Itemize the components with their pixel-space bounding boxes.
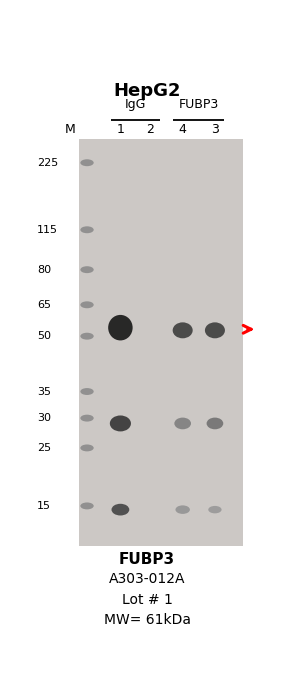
Text: 3: 3 [211, 123, 219, 136]
Ellipse shape [80, 388, 94, 395]
Text: M: M [65, 123, 76, 136]
Ellipse shape [80, 266, 94, 273]
Ellipse shape [111, 504, 129, 515]
Text: MW= 61kDa: MW= 61kDa [104, 613, 191, 627]
Text: A303-012A: A303-012A [109, 572, 185, 587]
Ellipse shape [173, 322, 193, 339]
Ellipse shape [175, 505, 190, 514]
Text: 80: 80 [37, 265, 51, 275]
Ellipse shape [174, 417, 191, 429]
Ellipse shape [80, 415, 94, 422]
Text: Lot # 1: Lot # 1 [122, 593, 172, 607]
Text: 4: 4 [179, 123, 187, 136]
Text: FUBP3: FUBP3 [119, 552, 175, 567]
Ellipse shape [108, 315, 133, 341]
Text: 30: 30 [37, 413, 51, 423]
Text: 35: 35 [37, 386, 51, 397]
Text: HepG2: HepG2 [113, 82, 181, 100]
Bar [79, 139, 243, 546]
Ellipse shape [110, 415, 131, 431]
Text: 50: 50 [37, 331, 51, 341]
Text: 25: 25 [37, 443, 51, 453]
Text: FUBP3: FUBP3 [179, 97, 219, 111]
Ellipse shape [205, 322, 225, 339]
Text: 15: 15 [37, 501, 51, 511]
Ellipse shape [80, 502, 94, 509]
Ellipse shape [80, 333, 94, 340]
Text: 1: 1 [117, 123, 124, 136]
Text: 2: 2 [146, 123, 154, 136]
Ellipse shape [80, 301, 94, 308]
Text: 115: 115 [37, 225, 58, 235]
Ellipse shape [207, 417, 223, 429]
Text: 225: 225 [37, 158, 58, 168]
Ellipse shape [80, 444, 94, 451]
Text: IgG: IgG [125, 97, 146, 111]
Ellipse shape [208, 506, 222, 513]
Ellipse shape [80, 159, 94, 167]
Ellipse shape [80, 227, 94, 234]
Text: 65: 65 [37, 300, 51, 310]
